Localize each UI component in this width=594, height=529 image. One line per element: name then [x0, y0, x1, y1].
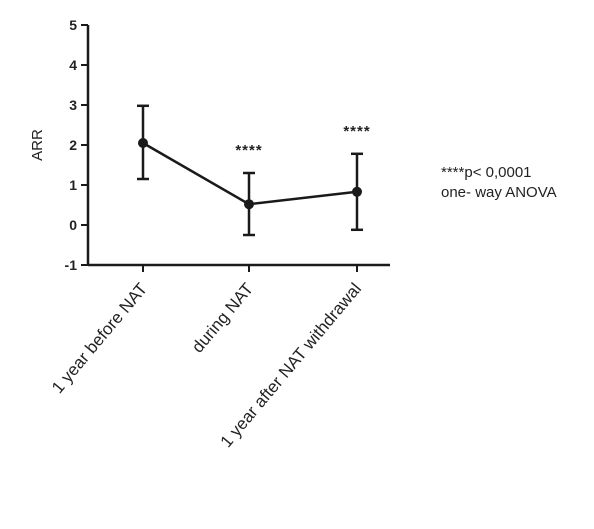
statistics-note: ****p< 0,0001 one- way ANOVA [441, 163, 557, 203]
y-tick-label: 1 [69, 177, 77, 193]
x-category-label: during NAT [188, 279, 257, 356]
data-point [244, 199, 254, 210]
plot-marks: **** **** [137, 104, 370, 237]
test-note: one- way ANOVA [441, 184, 557, 201]
y-tick-label: 5 [69, 17, 77, 33]
significance-marker: **** [343, 123, 370, 140]
y-tick-label: 0 [69, 217, 77, 233]
significance-marker: **** [235, 142, 262, 159]
y-tick-label: 3 [69, 97, 77, 113]
y-axis-label: ARR [29, 129, 46, 161]
axes: -1 0 1 2 3 4 5 [65, 17, 390, 273]
significance-note: ****p< 0,0001 [441, 164, 532, 181]
data-point [138, 138, 148, 148]
y-tick-label: -1 [65, 257, 78, 273]
data-point [352, 186, 362, 197]
y-tick-label: 2 [69, 137, 77, 153]
x-category-label: 1 year before NAT [48, 279, 151, 397]
y-tick-label: 4 [69, 57, 77, 73]
